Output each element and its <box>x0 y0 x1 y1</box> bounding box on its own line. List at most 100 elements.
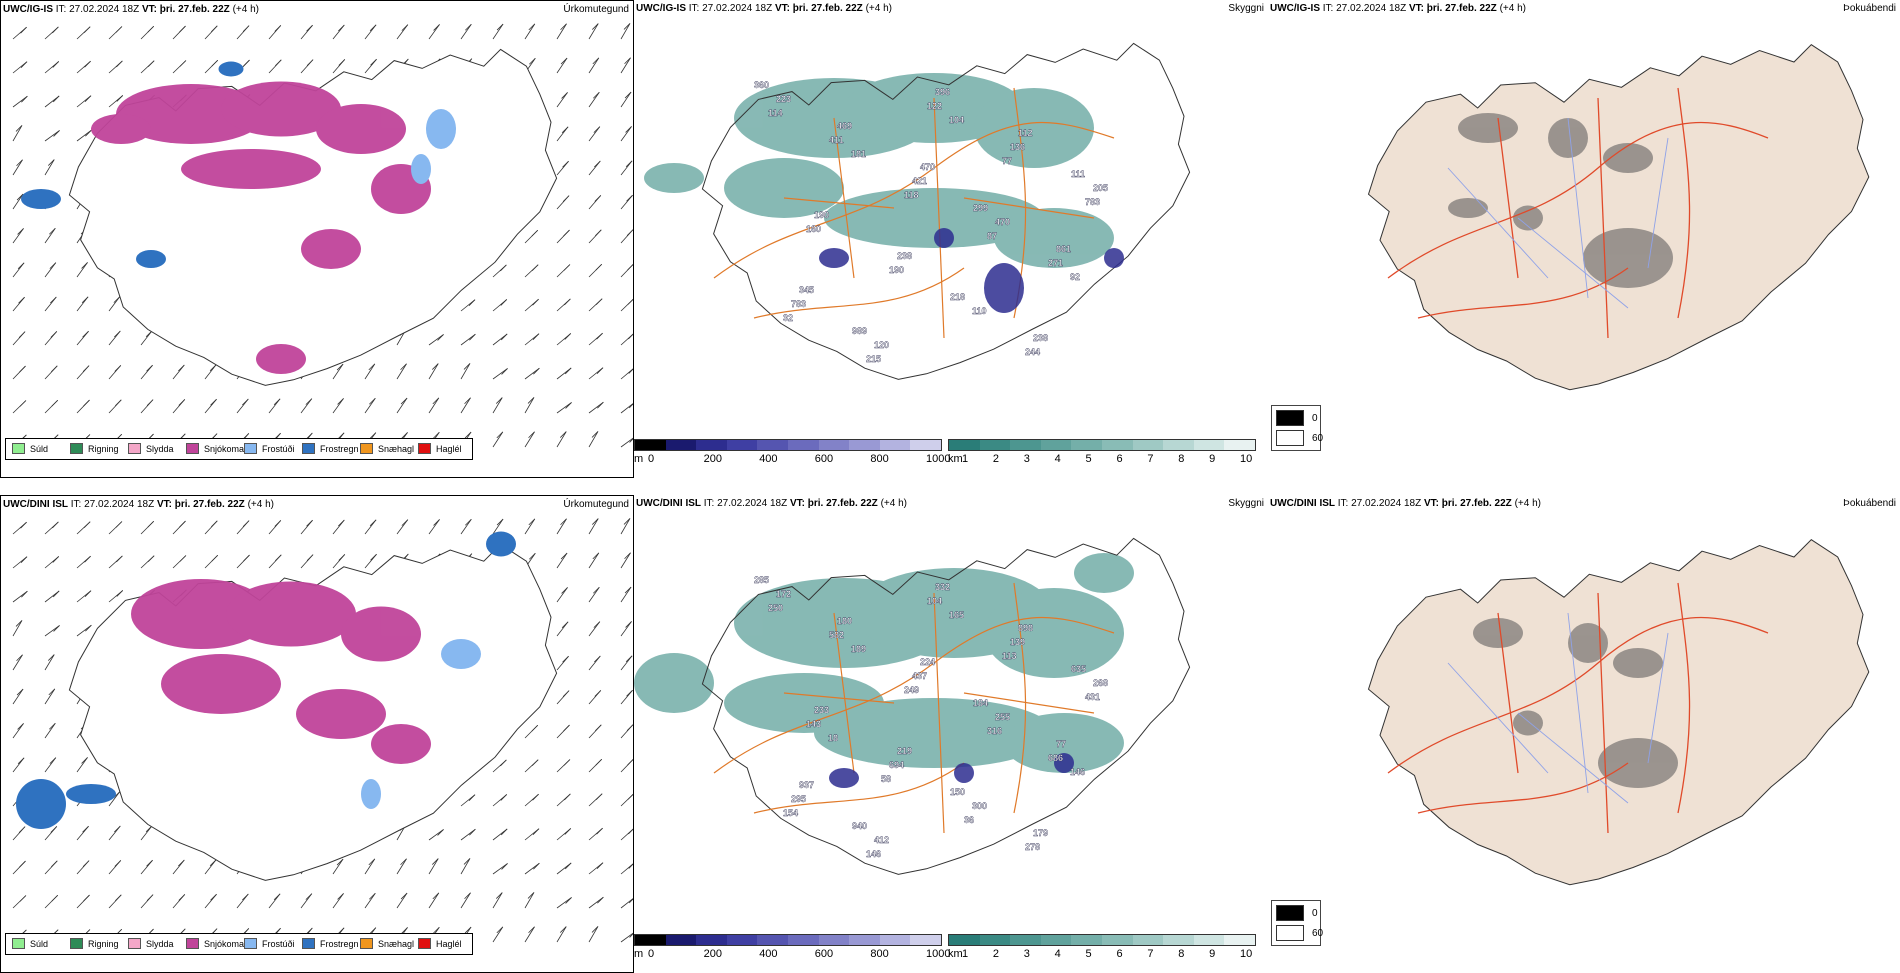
cloud-base-label: 112 <box>1018 128 1033 138</box>
model-name: UWC/DINI ISL <box>1270 498 1335 509</box>
legend-item: Rigning <box>70 938 119 949</box>
cloud-base-label: 205 <box>1093 183 1108 193</box>
fog-swatch <box>1276 925 1304 941</box>
cloud-base-label: 139 <box>1010 637 1025 647</box>
cloud-base-label: 940 <box>852 821 867 831</box>
coastline <box>701 537 1191 875</box>
legend-item: Snjókoma <box>186 938 244 949</box>
legend-label: Súld <box>30 443 49 454</box>
precip-legend: Súld Rigning Slydda Snjókoma Frostúði Frostre… <box>5 438 473 460</box>
cloud-base-label: 219 <box>897 746 912 756</box>
colorbar-tick: 8 <box>1178 453 1185 465</box>
cloud-base-label: 87 <box>987 231 997 241</box>
legend-swatch <box>70 443 83 454</box>
vt-label: VT: <box>1408 3 1424 14</box>
cloud-base-label: 181 <box>851 149 866 159</box>
colorbar-strip <box>948 934 1256 946</box>
lead-time: (+4 h) <box>1499 3 1526 14</box>
legend-swatch <box>244 938 257 949</box>
precip-panel: UWC/IG-IS IT: 27.02.2024 18Z VT: þri. 27… <box>0 0 634 478</box>
cloud-base-label: 469 <box>837 121 852 131</box>
it-label: IT: <box>70 499 82 510</box>
cloud-base-label: 268 <box>1093 678 1108 688</box>
cloud-base-label: 150 <box>950 787 965 797</box>
fog-swatch <box>1276 905 1304 921</box>
lead-time: (+4 h) <box>1514 498 1541 509</box>
cloud-map: 360 469 470 299 861 345 989 396 112 111 190 238 218 2… <box>644 42 1191 380</box>
visibility-colorbar: km 1 2 3 4 5 6 7 8 9 10 <box>948 932 1256 964</box>
cloud-base-label: 295 <box>791 794 806 804</box>
cloud-base-label: 233 <box>814 705 829 715</box>
valid-time: þri. 27.feb. 22Z <box>807 498 878 509</box>
lead-time: (+4 h) <box>232 4 259 15</box>
init-time: 27.02.2024 18Z <box>69 4 140 15</box>
legend-label: Frostregn <box>320 938 359 949</box>
legend-label: Haglél <box>436 938 462 949</box>
fog-panel: UWC/DINI ISL IT: 27.02.2024 18Z VT: þri.… <box>1268 495 1900 973</box>
panel-header: UWC/DINI ISL IT: 27.02.2024 18Z VT: þri.… <box>3 499 631 515</box>
fog-legend-value: 60 <box>1312 927 1324 939</box>
legend-label: Snjókoma <box>204 938 245 949</box>
colorbar-tick: 5 <box>1085 453 1092 465</box>
cloud-base-label: 190 <box>814 210 829 220</box>
legend-label: Slydda <box>146 938 174 949</box>
cloud-base-label: 114 <box>768 108 783 118</box>
precip-panel: UWC/DINI ISL IT: 27.02.2024 18Z VT: þri.… <box>0 495 634 973</box>
cloud-base-label: 345 <box>799 285 814 295</box>
cloud-panel: UWC/DINI ISL IT: 27.02.2024 18Z VT: þri.… <box>634 495 1268 973</box>
vt-label: VT: <box>141 4 157 15</box>
it-label: IT: <box>1322 3 1334 14</box>
valid-time: þri. 27.feb. 22Z <box>174 499 245 510</box>
legend-swatch <box>12 938 25 949</box>
cloud-base-label: 160 <box>806 224 821 234</box>
cloud-base-label: 278 <box>1025 842 1040 852</box>
cloud-base-label: 143 <box>806 719 821 729</box>
cloud-base-label: 146 <box>866 849 881 859</box>
colorbar-tick: 200 <box>703 453 722 465</box>
visibility-field <box>634 553 1134 773</box>
init-time: 27.02.2024 18Z <box>1336 3 1407 14</box>
cloud-base-label: 118 <box>904 190 919 200</box>
colorbar-tick: 4 <box>1054 453 1061 465</box>
legend-item: Snjókoma <box>186 443 244 454</box>
cloud-base-labels: 360 469 470 299 861 345 989 396 112 111 190 238 218 2… <box>754 80 1108 364</box>
road-network <box>1387 87 1769 339</box>
fog-map <box>1367 539 1870 886</box>
cloud-base-label: 110 <box>972 306 987 316</box>
cloud-base-label: 898 <box>1018 623 1033 633</box>
cloud-base-label: 412 <box>874 835 889 845</box>
it-label: IT: <box>688 3 700 14</box>
cloud-base-label: 244 <box>1025 347 1040 357</box>
legend-item: Slydda <box>128 443 174 454</box>
fog-swatch <box>1276 410 1304 426</box>
legend-swatch <box>186 938 199 949</box>
legend-swatch <box>244 443 257 454</box>
valid-time: þri. 27.feb. 22Z <box>792 3 863 14</box>
legend-label: Snæhagl <box>378 938 415 949</box>
snow-areas <box>131 579 431 764</box>
panel-title: Úrkomutegund <box>563 4 629 15</box>
panel-title: Þokuábendi <box>1843 498 1896 509</box>
fog-legend-value: 0 <box>1312 412 1318 424</box>
cloud-base-label: 136 <box>1010 142 1025 152</box>
panel-header: UWC/DINI ISL IT: 27.02.2024 18Z VT: þri.… <box>1270 498 1898 514</box>
cloud-base-label: 77 <box>1002 156 1012 166</box>
colorbar-tick: 1000 <box>926 453 951 465</box>
colorbar-tick: 10 <box>1240 453 1253 465</box>
model-name: UWC/DINI ISL <box>3 499 68 510</box>
cloud-base-label: 238 <box>897 251 912 261</box>
road-network <box>1387 582 1769 834</box>
legend-item: Súld <box>12 443 48 454</box>
cloud-base-label: 360 <box>754 80 769 90</box>
cloud-panel: UWC/IG-IS IT: 27.02.2024 18Z VT: þri. 27… <box>634 0 1268 478</box>
fog-legend-value: 60 <box>1312 432 1324 444</box>
cloud-base-label: 120 <box>874 340 889 350</box>
panel-header: UWC/IG-IS IT: 27.02.2024 18Z VT: þri. 27… <box>1270 3 1898 19</box>
cloud-base-field <box>829 753 1074 788</box>
rivers <box>1447 117 1669 309</box>
model-name: UWC/IG-IS <box>636 3 686 14</box>
legend-item: Frostregn <box>302 938 359 949</box>
legend-swatch <box>418 938 431 949</box>
cloud-base-label: 77 <box>1056 739 1066 749</box>
legend-item: Frostregn <box>302 443 359 454</box>
